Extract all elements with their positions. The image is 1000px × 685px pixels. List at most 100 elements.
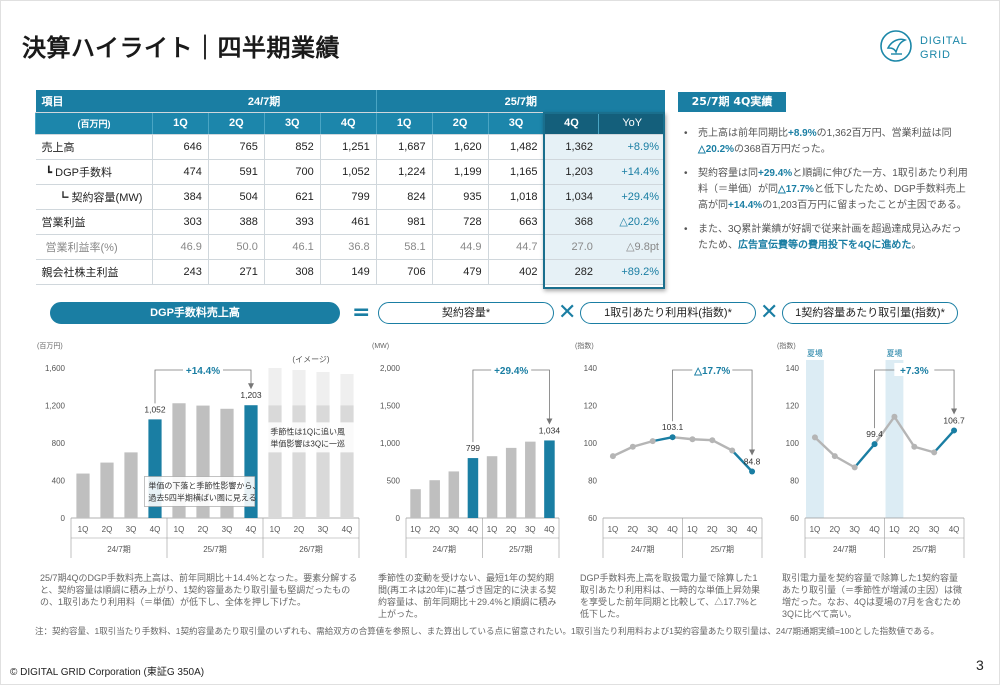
- data-point: [871, 441, 878, 448]
- y-tick-label: 500: [387, 477, 401, 486]
- data-point: [851, 464, 858, 471]
- table-cell: 58.1: [375, 234, 433, 260]
- x-tick-label: 3Q: [929, 525, 940, 534]
- logo-wordmark: DIGITAL GRID: [920, 34, 968, 62]
- y-tick-label: 2,000: [380, 364, 401, 373]
- y-tick-label: 1,600: [45, 364, 66, 373]
- table-cell: 271: [207, 259, 265, 285]
- data-point: [729, 447, 736, 454]
- x-tick-label: 3Q: [525, 525, 536, 534]
- x-tick-label: 2Q: [627, 525, 638, 534]
- logo-line-1: DIGITAL: [920, 35, 968, 47]
- table-cell: 46.1: [263, 234, 321, 260]
- x-tick-label: 2Q: [294, 525, 305, 534]
- txt: の1,203百万円に留まったことが主因である。: [762, 200, 967, 211]
- x-tick-label: 2Q: [909, 525, 920, 534]
- summer-shade: [885, 360, 904, 518]
- bar: [467, 458, 479, 518]
- table-cell: 663: [487, 209, 544, 235]
- desc-capacity: 季節性の変動を受けない、最短1年の契約期間(再エネは20年)に基づき固定的に決ま…: [378, 573, 557, 619]
- hl: +14.4%: [728, 200, 763, 211]
- chart-contract-capacity: (MW) 0 500 1,000 1,500 2,000 1Q 2Q 3Q 4Q 1Q 2Q 3Q 4Q 2…: [372, 343, 560, 558]
- x-tick-label: 1Q: [270, 525, 281, 534]
- txt: の1,362百万円、営業利益は同: [816, 128, 952, 139]
- data-point: [951, 427, 958, 434]
- x-tick-label: 1Q: [78, 525, 89, 534]
- bar-image: [292, 405, 306, 518]
- table-cell: 36.8: [319, 234, 377, 260]
- growth-label: +14.4%: [186, 366, 220, 377]
- table-cell: 1,018: [487, 184, 544, 210]
- table-cell: 1,052: [319, 159, 377, 185]
- summer-label: 夏場: [886, 348, 902, 358]
- y-tick-label: 800: [52, 439, 66, 448]
- y-tick-label: 1,000: [380, 439, 401, 448]
- table-cell: 44.9: [431, 234, 489, 260]
- header-quarter: 1Q: [375, 112, 433, 135]
- table-cell: 700: [263, 159, 321, 185]
- bar: [525, 441, 536, 518]
- x-tick-label: 4Q: [246, 525, 257, 534]
- table-cell: 728: [431, 209, 489, 235]
- header-quarter: 2Q: [207, 112, 265, 135]
- x-tick-label: 1Q: [889, 525, 900, 534]
- bar-image-fade: [268, 368, 282, 406]
- growth-label-bg: [692, 363, 733, 376]
- data-point: [811, 434, 818, 441]
- y-tick-label: 0: [396, 514, 401, 523]
- series-line: [893, 416, 916, 448]
- unit-label: (百万円): [37, 342, 63, 350]
- summary-bullet-2: 契約容量は同+29.4%と順調に伸びた一方、1取引あたり利用料（＝単価）が同△1…: [680, 166, 970, 214]
- callout-box: [144, 476, 256, 507]
- table-row: 営業利益 303 388 393 461 981 728 663 368 △20.2%: [35, 209, 665, 235]
- summer-label: 夏場: [807, 348, 823, 358]
- table-cell: 1,687: [375, 134, 433, 160]
- x-tick-label: 4Q: [544, 525, 555, 534]
- row-label: ┗ DGP手数料: [35, 159, 153, 185]
- footnote: 注：契約容量、1取引当たり手数料、1契約容量あたり取引量のいずれも、需給双方の合…: [35, 626, 940, 636]
- formula-dgp-revenue: DGP手数料売上高: [50, 302, 340, 324]
- chart-dgp-revenue: (百万円) 0 400 800 1,200 1,600 1Q 2Q 3Q 4Q 1Q 2Q 3Q 4Q 1Q…: [37, 342, 360, 558]
- hl: △20.2%: [698, 144, 735, 155]
- page-title: 決算ハイライト｜四半期業績: [22, 34, 341, 62]
- table-cell: 706: [375, 259, 433, 285]
- txt: と順調に伸びた一方、1取引あたり利用料（＝単価）が同: [698, 168, 968, 195]
- header-quarter: 1Q: [151, 112, 209, 135]
- data-point: [649, 438, 656, 445]
- row-label: ┗ 契約容量(MW): [35, 184, 153, 210]
- y-tick-label: 400: [52, 477, 66, 486]
- bar: [486, 456, 498, 518]
- data-point: [609, 453, 616, 460]
- group-label: 24/7期: [432, 545, 456, 554]
- growth-label-bg: [894, 363, 935, 376]
- data-point: [931, 449, 938, 456]
- header-period-a: 24/7期: [152, 90, 377, 113]
- y-tick-label: 100: [786, 439, 800, 448]
- table-row: 売上高 646 765 852 1,251 1,687 1,620 1,482 1,362 +8.…: [35, 134, 665, 160]
- y-tick-label: 100: [584, 439, 598, 448]
- bar-image: [316, 405, 330, 518]
- table-cell: 479: [431, 259, 489, 285]
- header-quarter: 2Q: [431, 112, 489, 135]
- logo-line-2: GRID: [920, 49, 951, 61]
- header-quarter: 3Q: [263, 112, 321, 135]
- header-period-b: 25/7期: [375, 90, 665, 113]
- table-cell: 1,199: [431, 159, 489, 185]
- data-label: 103.1: [662, 422, 684, 432]
- series-line: [632, 439, 654, 448]
- header-unit: (百万円): [35, 112, 153, 135]
- data-point: [891, 413, 898, 420]
- logo-icon: [880, 30, 912, 62]
- y-tick-label: 80: [588, 477, 597, 486]
- bar-image: [268, 405, 282, 518]
- bar: [124, 452, 138, 518]
- y-tick-label: 60: [588, 514, 597, 523]
- hl: +8.9%: [788, 128, 817, 139]
- table-cell: 243: [151, 259, 209, 285]
- yoy-cell: +8.9%: [598, 134, 665, 160]
- table-cell: 1,034: [543, 184, 599, 210]
- table-cell: 368: [543, 209, 599, 235]
- growth-label: +29.4%: [494, 366, 528, 377]
- x-tick-label: 1Q: [810, 525, 821, 534]
- data-point: [689, 436, 696, 443]
